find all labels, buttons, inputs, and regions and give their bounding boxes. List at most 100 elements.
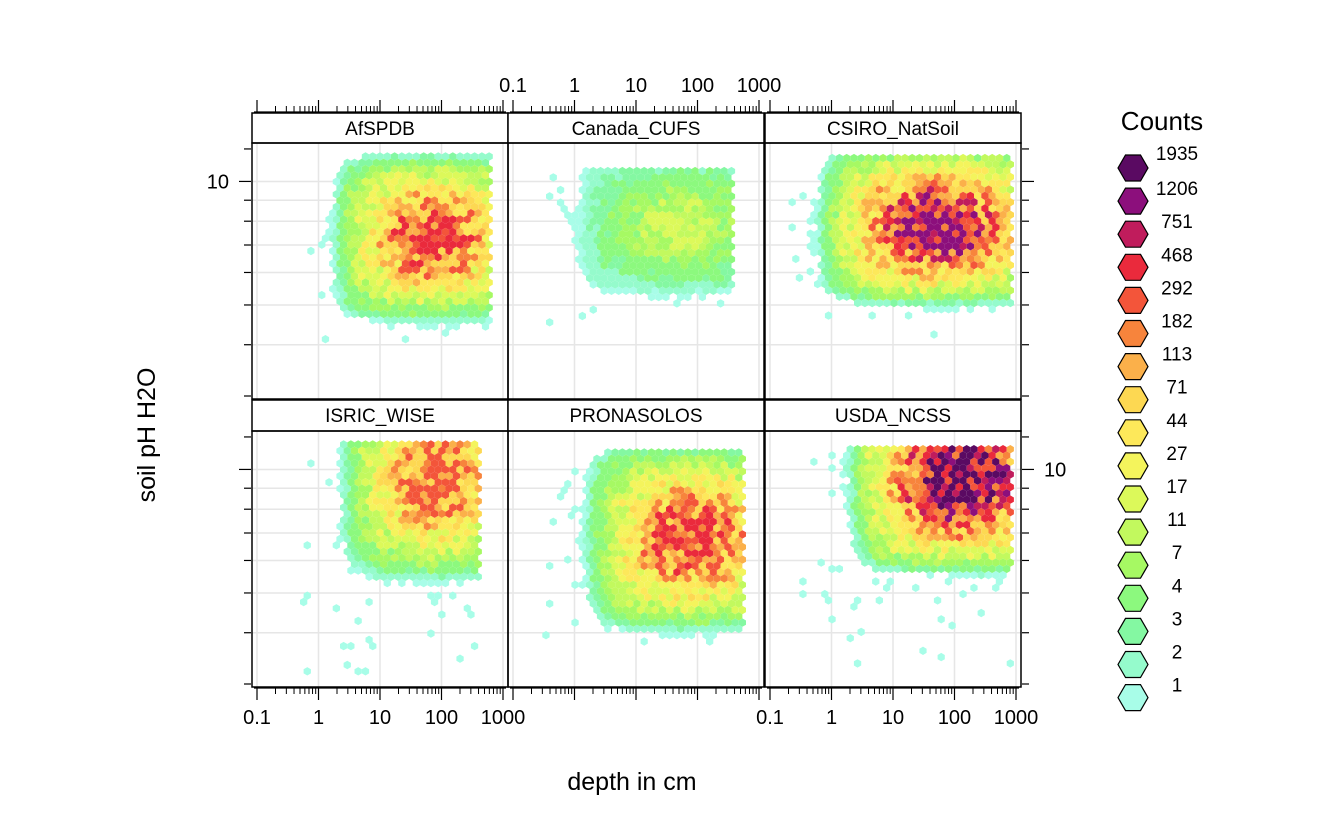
hex-cell: [923, 292, 931, 301]
hex-cell: [369, 190, 377, 199]
hex-cell: [883, 286, 891, 295]
hex-cell: [600, 618, 608, 627]
hex-cell: [897, 172, 905, 182]
hex-cell: [409, 171, 417, 180]
hex-cell: [879, 539, 887, 548]
hex-cell: [879, 279, 887, 289]
hex-cell: [814, 229, 822, 238]
hex-cell: [724, 236, 732, 245]
hex-cell: [981, 179, 989, 188]
hex-cell: [618, 511, 626, 520]
hex-cell: [423, 497, 431, 506]
hex-cell: [380, 221, 388, 230]
hex-cell: [390, 440, 399, 449]
hex-cell: [423, 547, 431, 556]
hex-cell: [615, 580, 623, 589]
hex-cell: [647, 204, 656, 214]
hex-cell: [420, 227, 428, 237]
hex-cell: [666, 568, 674, 577]
hex-cell: [666, 542, 674, 552]
hex-cell: [420, 253, 428, 262]
hex-cell: [655, 549, 663, 558]
hex-cell: [861, 235, 869, 245]
hex-cell: [474, 522, 482, 531]
hex-cell: [405, 152, 413, 161]
hex-cell: [467, 497, 475, 506]
hex-cell: [992, 583, 1000, 592]
hex-cell: [806, 242, 814, 251]
hex-cell: [676, 473, 685, 482]
hex-cell: [633, 179, 641, 188]
hex-cell: [589, 574, 597, 583]
hex-cell: [383, 578, 391, 588]
hex-cell: [445, 196, 453, 205]
hex-cell: [463, 215, 471, 224]
hex-cell: [669, 448, 677, 457]
hex-cell: [934, 298, 942, 308]
hex-cell: [401, 509, 410, 518]
hex-cell: [1003, 514, 1011, 523]
hex-cell: [698, 536, 706, 545]
hex-cell: [1003, 267, 1011, 276]
hex-cell: [999, 286, 1007, 295]
hex-cell: [629, 286, 637, 295]
hex-cell: [850, 292, 858, 301]
hex-cell: [853, 545, 862, 555]
hex-cell: [720, 473, 728, 482]
hex-cell: [452, 171, 460, 180]
hex-cell: [930, 463, 938, 473]
hex-cell: [354, 227, 362, 237]
hex-cell: [915, 229, 924, 238]
hex-cell: [438, 259, 446, 268]
hex-cell: [398, 566, 406, 575]
hex-cell: [824, 223, 833, 232]
hex-cell: [380, 272, 388, 281]
hex-cell: [890, 198, 898, 207]
hex-cell: [589, 549, 597, 558]
hex-cell: [735, 574, 743, 583]
hex-cell: [988, 254, 996, 264]
hex-cell: [615, 505, 623, 514]
hex-cell: [933, 457, 942, 466]
hex-cell: [467, 547, 475, 556]
hex-cell: [405, 465, 413, 474]
hex-cell: [695, 605, 703, 615]
hex-cell: [307, 459, 315, 468]
hex-cell: [644, 530, 652, 539]
hex-cell: [416, 471, 424, 481]
hex-cell: [474, 534, 482, 544]
hex-cell: [423, 246, 431, 256]
hex-cell: [340, 465, 348, 474]
hex-cell: [361, 290, 370, 300]
hex-cell: [970, 583, 978, 592]
hex-cell: [369, 303, 377, 312]
hex-cell: [347, 227, 355, 237]
hex-cell: [872, 229, 880, 238]
hex-cell: [702, 517, 710, 526]
hex-cell: [868, 273, 876, 282]
hex-cell: [633, 486, 641, 495]
hex-cell: [666, 286, 674, 295]
hex-cell: [720, 179, 728, 188]
hex-cell: [955, 457, 963, 466]
hex-cell: [839, 470, 847, 479]
hex-cell: [586, 274, 594, 283]
hex-cell: [868, 495, 876, 504]
hex-cell: [666, 593, 674, 602]
hex-cell: [828, 229, 836, 238]
hex-cell: [438, 284, 446, 293]
hex-cell: [434, 566, 442, 575]
hex-cell: [586, 505, 594, 514]
hex-cell: [401, 171, 410, 180]
hex-cell: [716, 261, 725, 270]
hex-cell: [636, 467, 645, 476]
hex-cell: [470, 177, 479, 186]
hex-cell: [1003, 242, 1011, 251]
hex-cell: [596, 574, 605, 583]
hex-cell: [452, 272, 460, 281]
hex-cell: [846, 223, 854, 232]
hex-cell: [651, 605, 659, 615]
hex-cell: [607, 286, 616, 295]
hex-cell: [716, 467, 725, 476]
hex-cell: [691, 179, 699, 188]
